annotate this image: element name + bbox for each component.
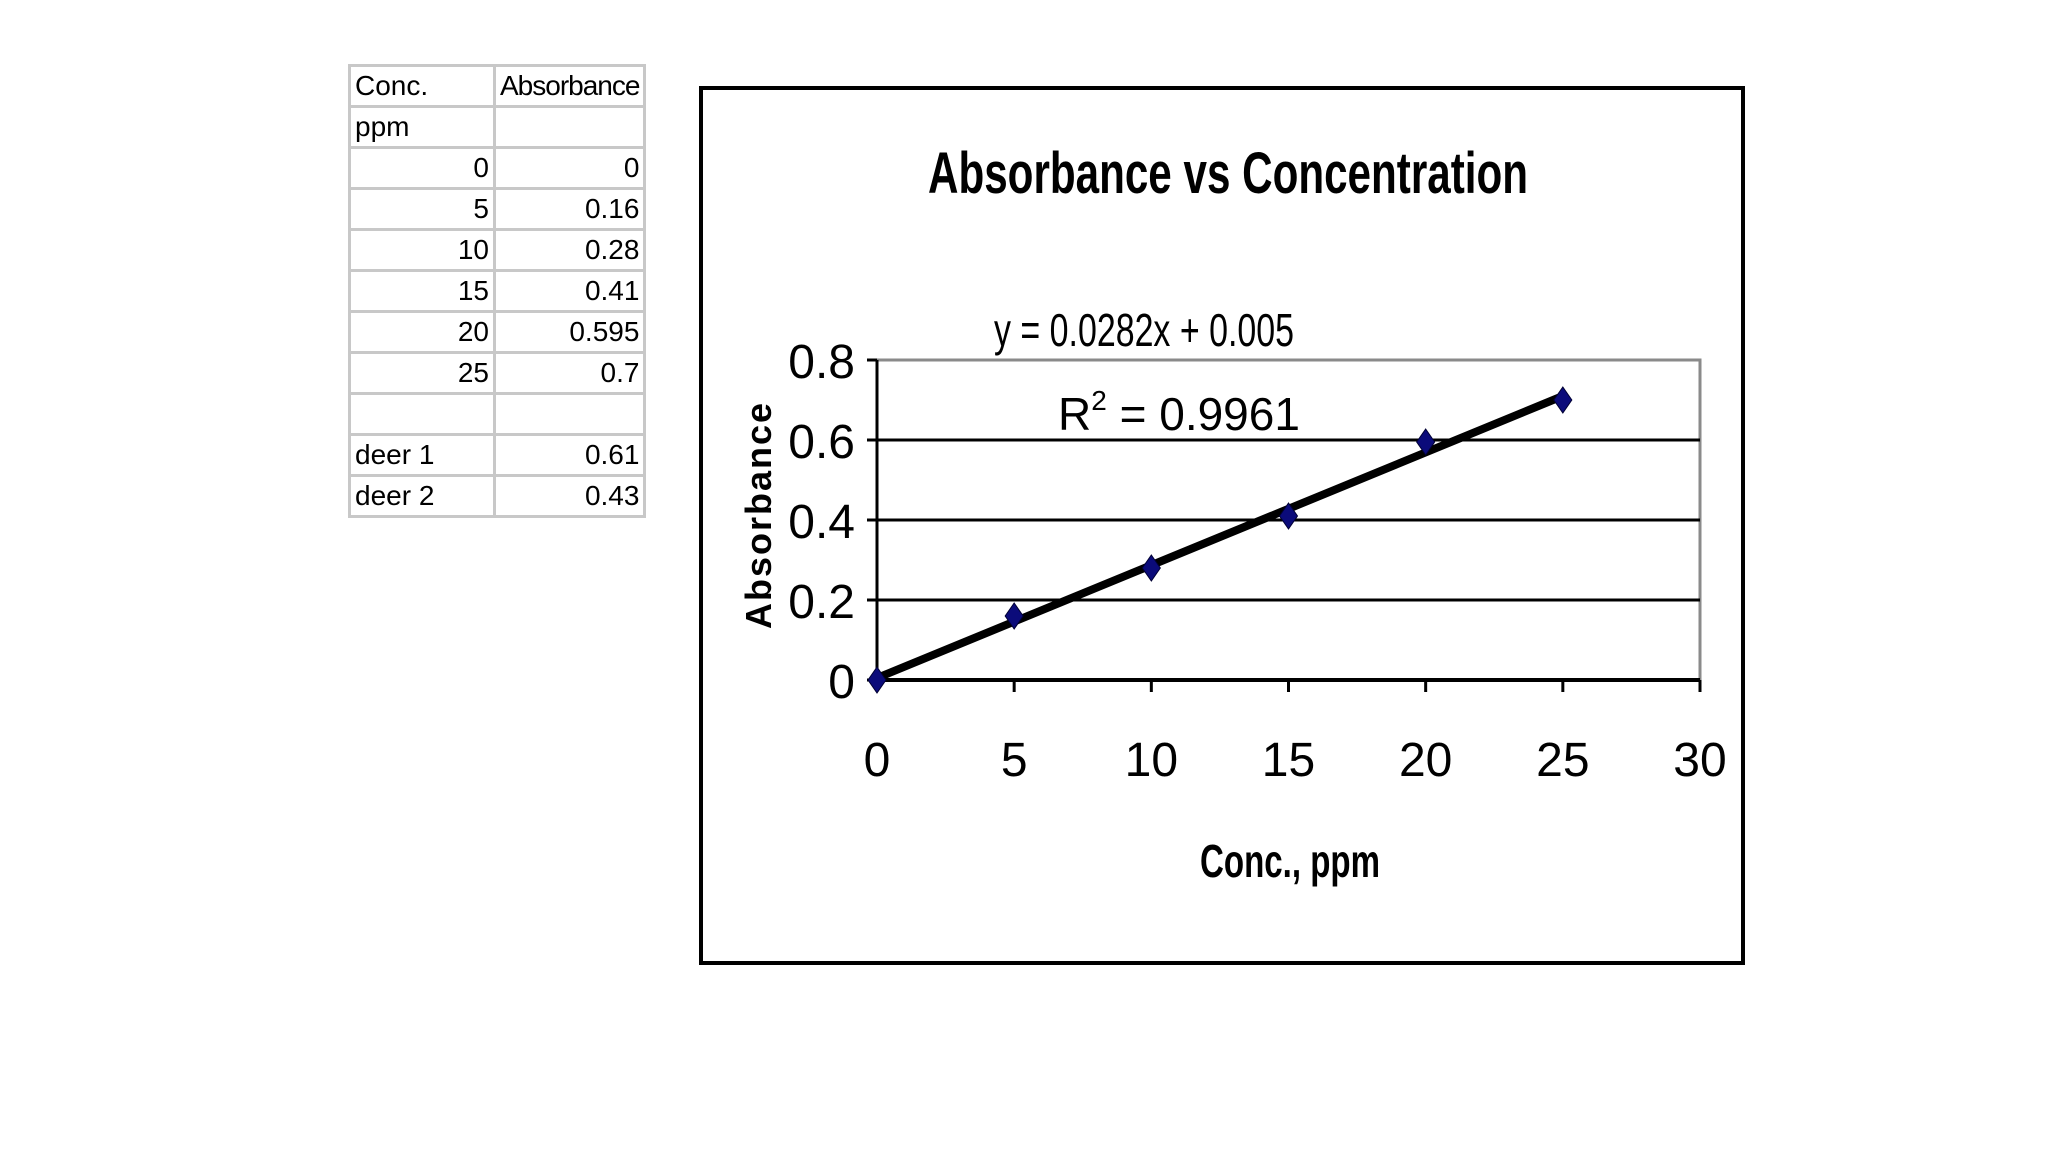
r-squared-r: R — [1058, 388, 1091, 440]
table-cell-absorbance[interactable]: 0.595 — [492, 310, 647, 354]
table-cell-conc[interactable] — [348, 392, 496, 436]
table-cell-conc[interactable]: ppm — [348, 105, 496, 149]
y-tick-label: 0 — [828, 656, 855, 709]
table-row: 20 0.595 — [348, 310, 647, 354]
x-tick-label: 30 — [1673, 734, 1726, 787]
data-point — [1004, 602, 1024, 630]
data-table: Conc. Absorbance ppm 0 0 5 0.16 10 0.28 15 0.41 20 0… — [348, 64, 647, 518]
trendline — [873, 392, 1567, 682]
table-cell-absorbance[interactable]: 0.16 — [492, 187, 647, 231]
plot-area — [867, 358, 1702, 692]
table-row: 5 0.16 — [348, 187, 647, 231]
table-cell-conc[interactable]: 15 — [348, 269, 496, 313]
table-cell-conc[interactable]: 20 — [348, 310, 496, 354]
x-tick-label: 5 — [1001, 734, 1028, 787]
data-points — [867, 386, 1573, 694]
table-row: deer 1 0.61 — [348, 433, 647, 477]
table-cell-absorbance[interactable]: 0.28 — [492, 228, 647, 272]
data-point — [1278, 502, 1299, 530]
table-row: 10 0.28 — [348, 228, 647, 272]
table-cell-conc[interactable]: deer 1 — [348, 433, 496, 477]
data-point — [867, 666, 887, 694]
data-point — [1553, 386, 1573, 414]
r-squared-value: = 0.9961 — [1107, 388, 1300, 440]
table-cell-absorbance[interactable]: 0.7 — [492, 351, 647, 395]
table-row: 15 0.41 — [348, 269, 647, 313]
data-point — [1141, 554, 1161, 582]
table-cell-conc[interactable]: Conc. — [348, 64, 496, 108]
table-cell-conc[interactable]: deer 2 — [348, 474, 496, 518]
table-cell-absorbance[interactable] — [492, 105, 647, 149]
table-row: ppm — [348, 105, 647, 149]
table-cell-conc[interactable]: 10 — [348, 228, 496, 272]
trendline-equation: y = 0.0282x + 0.005 — [994, 304, 1294, 356]
x-axis-label: Conc., ppm — [1200, 835, 1380, 887]
table-cell-absorbance[interactable] — [492, 392, 647, 436]
y-tick-label: 0.2 — [788, 576, 855, 629]
chart-frame: Absorbance vs Concentration 0 0.2 0.4 0.6 0.… — [699, 86, 1745, 965]
x-tick-label: 25 — [1536, 734, 1589, 787]
table-row: deer 2 0.43 — [348, 474, 647, 518]
x-tick-label: 20 — [1399, 734, 1452, 787]
x-tick-label: 0 — [864, 734, 891, 787]
r-squared-sup: 2 — [1091, 385, 1107, 416]
y-tick-label: 0.4 — [788, 496, 855, 549]
trendline-layer — [873, 392, 1567, 682]
table-row: Conc. Absorbance — [348, 64, 647, 108]
tick-labels: 0 0.2 0.4 0.6 0.8 0 5 10 15 20 25 30 — [788, 336, 1726, 787]
y-tick-label: 0.6 — [788, 416, 855, 469]
table-cell-conc[interactable]: 0 — [348, 146, 496, 190]
x-tick-label: 15 — [1262, 734, 1315, 787]
r-squared-label: R2 = 0.9961 — [1058, 385, 1300, 440]
table-cell-conc[interactable]: 5 — [348, 187, 496, 231]
table-cell-absorbance[interactable]: Absorbance — [492, 64, 647, 108]
x-tick-label: 10 — [1125, 734, 1178, 787]
table-cell-absorbance[interactable]: 0.43 — [492, 474, 647, 518]
y-tick-label: 0.8 — [788, 336, 855, 389]
table-row — [348, 392, 647, 436]
table-cell-absorbance[interactable]: 0.41 — [492, 269, 647, 313]
table-cell-absorbance[interactable]: 0 — [492, 146, 647, 190]
chart-svg: Absorbance vs Concentration 0 0.2 0.4 0.6 0.… — [738, 141, 1727, 887]
data-point — [1416, 428, 1436, 456]
table-cell-absorbance[interactable]: 0.61 — [492, 433, 647, 477]
y-axis-label: Absorbance — [738, 401, 779, 629]
table-row: 25 0.7 — [348, 351, 647, 395]
table-cell-conc[interactable]: 25 — [348, 351, 496, 395]
chart-title: Absorbance vs Concentration — [928, 141, 1528, 206]
